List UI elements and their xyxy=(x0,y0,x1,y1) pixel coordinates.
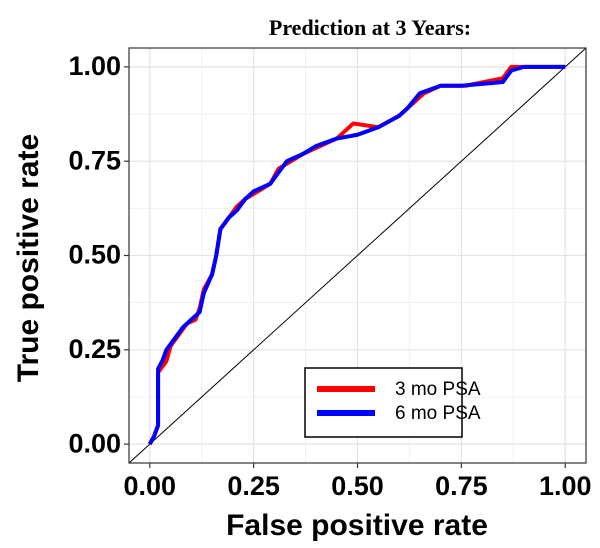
panel-border xyxy=(128,47,587,464)
x-tick-label: 0.25 xyxy=(227,471,280,501)
legend-label: 3 mo PSA xyxy=(395,379,481,400)
x-tick-label: 1.00 xyxy=(539,471,592,501)
y-tick-label: 1.00 xyxy=(68,51,121,81)
x-axis-label: False positive rate xyxy=(226,509,488,542)
chart-title: Prediction at 3 Years: xyxy=(269,15,471,40)
x-tick-label: 0.75 xyxy=(435,471,488,501)
x-tick-label: 0.50 xyxy=(331,471,384,501)
y-tick-label: 0.50 xyxy=(68,240,121,270)
reference-diagonal xyxy=(128,47,587,464)
y-axis-label: True positive rate xyxy=(12,134,45,382)
y-tick-label: 0.25 xyxy=(68,334,121,364)
x-tick-label: 0.00 xyxy=(123,471,176,501)
legend-box xyxy=(304,367,463,438)
y-tick-label: 0.75 xyxy=(68,145,121,175)
roc-curve xyxy=(148,64,566,446)
legend: 3 mo PSA 6 mo PSA xyxy=(304,367,481,438)
legend-label: 6 mo PSA xyxy=(395,403,481,424)
y-tick-label: 0.00 xyxy=(68,428,121,458)
